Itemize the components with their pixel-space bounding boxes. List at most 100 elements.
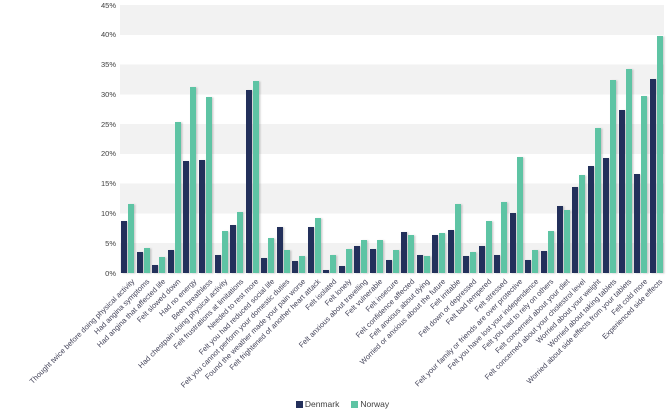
- legend-item-norway: Norway: [351, 399, 389, 409]
- legend-label-denmark: Denmark: [304, 399, 340, 409]
- bar-group: [120, 5, 136, 273]
- bar-norway: [143, 248, 150, 273]
- bar-denmark: [354, 245, 361, 273]
- bar-denmark: [276, 227, 283, 273]
- bar-norway: [299, 256, 306, 273]
- bar-denmark: [478, 246, 485, 273]
- bar-denmark: [136, 252, 143, 273]
- bar-group: [229, 5, 245, 273]
- bar-norway: [408, 235, 415, 273]
- denmark-swatch: [295, 400, 303, 408]
- bar-group: [649, 5, 665, 273]
- bar-norway: [656, 35, 663, 273]
- bar-denmark: [323, 270, 330, 273]
- bar-norway: [579, 175, 586, 273]
- bar-group: [415, 5, 431, 273]
- bar-group: [244, 5, 260, 273]
- legend-label-norway: Norway: [360, 399, 390, 409]
- bar-norway: [610, 80, 617, 273]
- bar-norway: [439, 232, 446, 273]
- bar-norway: [625, 68, 632, 273]
- bar-denmark: [603, 158, 610, 273]
- bar-denmark: [121, 221, 128, 273]
- bar-norway: [470, 252, 477, 273]
- bars-container: [120, 5, 664, 273]
- bar-denmark: [572, 187, 579, 273]
- bar-norway: [532, 250, 539, 273]
- bar-denmark: [587, 166, 594, 273]
- legend: Denmark Norway: [0, 399, 669, 409]
- bar-group: [260, 5, 276, 273]
- bar-group: [213, 5, 229, 273]
- bar-denmark: [292, 260, 299, 273]
- bar-group: [462, 5, 478, 273]
- bar-group: [400, 5, 416, 273]
- bar-group: [151, 5, 167, 273]
- y-axis-tick-label: 45%: [100, 0, 116, 10]
- bar-denmark: [556, 206, 563, 273]
- bar-group: [493, 5, 509, 273]
- bar-group: [586, 5, 602, 273]
- bar-denmark: [649, 79, 656, 273]
- bar-norway: [314, 218, 321, 273]
- bar-denmark: [525, 259, 532, 273]
- bar-group: [555, 5, 571, 273]
- bar-group: [291, 5, 307, 273]
- bar-denmark: [463, 256, 470, 273]
- bar-norway: [268, 237, 275, 273]
- y-axis-tick-label: 35%: [100, 60, 116, 70]
- bar-denmark: [509, 212, 516, 273]
- bar-group: [275, 5, 291, 273]
- y-axis-tick-label: 30%: [100, 89, 116, 99]
- bar-norway: [159, 256, 166, 273]
- bar-denmark: [152, 265, 159, 273]
- bar-norway: [548, 230, 555, 273]
- bar-norway: [594, 127, 601, 273]
- y-axis-tick-label: 25%: [100, 119, 116, 129]
- bar-group: [431, 5, 447, 273]
- bar-denmark: [385, 259, 392, 273]
- bar-group: [322, 5, 338, 273]
- bar-group: [384, 5, 400, 273]
- bar-group: [369, 5, 385, 273]
- bar-denmark: [618, 110, 625, 273]
- bar-denmark: [261, 258, 268, 273]
- y-axis-tick-label: 5%: [105, 238, 116, 248]
- bar-denmark: [338, 266, 345, 273]
- bar-group: [307, 5, 323, 273]
- bar-norway: [221, 230, 228, 273]
- bar-denmark: [183, 161, 190, 273]
- bar-group: [618, 5, 634, 273]
- legend-item-denmark: Denmark: [295, 399, 340, 409]
- bar-denmark: [432, 235, 439, 273]
- bar-denmark: [447, 229, 454, 273]
- bar-group: [198, 5, 214, 273]
- bar-norway: [237, 211, 244, 273]
- plot-area: [120, 5, 664, 273]
- bar-group: [182, 5, 198, 273]
- bar-group: [338, 5, 354, 273]
- bar-denmark: [307, 227, 314, 273]
- bar-denmark: [214, 254, 221, 273]
- bar-denmark: [541, 250, 548, 273]
- bar-denmark: [167, 250, 174, 273]
- y-axis-tick-label: 15%: [100, 179, 116, 189]
- bar-norway: [501, 202, 508, 273]
- bar-norway: [423, 256, 430, 273]
- bar-denmark: [634, 173, 641, 273]
- bar-group: [509, 5, 525, 273]
- bar-norway: [128, 203, 135, 273]
- bar-denmark: [416, 254, 423, 273]
- bar-denmark: [199, 159, 205, 273]
- bar-norway: [377, 239, 384, 273]
- bar-norway: [174, 122, 181, 273]
- bar-norway: [206, 96, 212, 273]
- y-axis-tick-label: 10%: [100, 208, 116, 218]
- bar-norway: [392, 249, 399, 273]
- bar-denmark: [494, 254, 501, 273]
- bar-norway: [563, 209, 570, 273]
- bar-group: [540, 5, 556, 273]
- bar-group: [446, 5, 462, 273]
- bar-group: [633, 5, 649, 273]
